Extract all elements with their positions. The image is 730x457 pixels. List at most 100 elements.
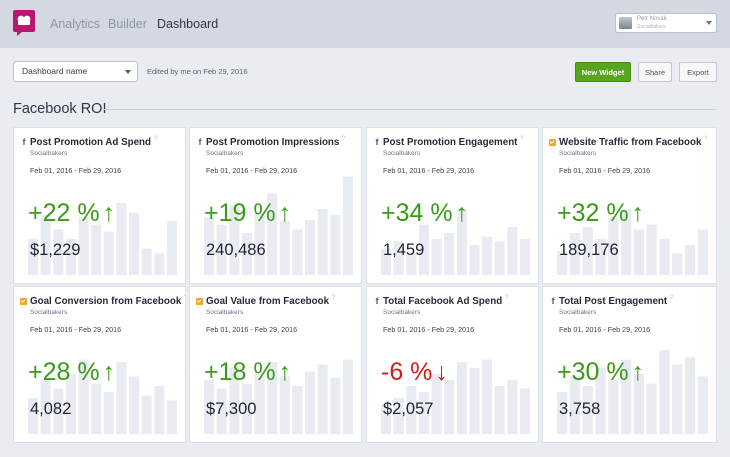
section-divider xyxy=(104,109,716,110)
background-bar xyxy=(91,383,102,434)
background-bar xyxy=(40,215,51,275)
avatar xyxy=(619,17,632,29)
background-bar xyxy=(469,368,480,434)
widget-source: Socialbakers xyxy=(559,309,597,316)
widget-change: +34 % ↑ xyxy=(381,199,468,228)
background-bar xyxy=(406,253,417,275)
background-bar-chart xyxy=(381,359,530,434)
dashboard-select[interactable]: Dashboard name xyxy=(13,61,138,82)
user-menu[interactable]: Petr Novák Socialbakers xyxy=(615,13,717,33)
background-bar xyxy=(608,217,619,275)
background-bar xyxy=(519,239,530,275)
background-bar xyxy=(254,212,265,275)
background-bar xyxy=(342,176,353,275)
info-icon[interactable]: ? xyxy=(520,136,524,142)
background-bar xyxy=(659,350,670,434)
background-bar xyxy=(204,217,215,275)
widget-title: Post Promotion Engagement xyxy=(383,137,518,148)
widget-card[interactable]: f Total Post Engagement? Socialbakers Feb 0… xyxy=(542,286,717,443)
background-bar xyxy=(279,221,290,275)
background-bar xyxy=(305,371,316,434)
background-bar xyxy=(697,376,708,434)
widget-date-range: Feb 01, 2016 - Feb 29, 2016 xyxy=(383,325,475,334)
background-bar xyxy=(241,383,252,434)
chevron-down-icon xyxy=(125,70,131,74)
facebook-icon: f xyxy=(22,137,26,147)
widget-card[interactable]: Website Traffic from Facebook? Socialbake… xyxy=(542,127,717,284)
widget-change: +30 % ↑ xyxy=(557,358,644,387)
arrow-up-icon: ↑ xyxy=(102,199,116,227)
new-widget-button[interactable]: New Widget xyxy=(575,62,631,82)
nav-analytics[interactable]: Analytics xyxy=(50,17,101,31)
widget-title: Website Traffic from Facebook xyxy=(559,137,702,148)
share-button[interactable]: Share xyxy=(638,62,672,82)
info-icon[interactable]: ? xyxy=(154,136,158,142)
export-button[interactable]: Export xyxy=(679,62,717,82)
background-bar xyxy=(494,241,505,275)
background-bar xyxy=(103,392,114,434)
background-bar xyxy=(684,357,696,434)
background-bar xyxy=(431,239,442,275)
dashboard-select-value: Dashboard name xyxy=(22,66,88,76)
background-bar xyxy=(103,231,114,275)
background-bar xyxy=(129,212,140,275)
background-bar xyxy=(91,224,102,275)
info-icon[interactable]: ? xyxy=(332,295,336,301)
widget-card[interactable]: Goal Conversion from Facebook? Socialbake… xyxy=(13,286,186,443)
widget-date-range: Feb 01, 2016 - Feb 29, 2016 xyxy=(30,325,122,334)
background-bar xyxy=(633,374,645,434)
info-icon[interactable]: ? xyxy=(670,295,674,301)
widget-date-range: Feb 01, 2016 - Feb 29, 2016 xyxy=(206,166,298,175)
widget-value: $2,057 xyxy=(383,400,434,418)
info-icon[interactable]: ? xyxy=(704,136,708,142)
widget-card[interactable]: f Post Promotion Impressions? Socialbakers… xyxy=(189,127,362,284)
background-bar xyxy=(381,404,392,434)
background-bar xyxy=(406,386,417,434)
info-icon[interactable]: ? xyxy=(342,136,346,142)
chevron-down-icon xyxy=(706,21,712,25)
widget-change: +22 % ↑ xyxy=(28,199,115,228)
background-bar xyxy=(393,398,404,434)
widget-value: 240,486 xyxy=(206,241,266,259)
widget-date-range: Feb 01, 2016 - Feb 29, 2016 xyxy=(30,166,122,175)
background-bar xyxy=(129,376,140,434)
background-bar xyxy=(141,395,152,434)
background-bar xyxy=(469,245,480,275)
widget-card[interactable]: f Total Facebook Ad Spend? Socialbakers Feb… xyxy=(366,286,539,443)
background-bar xyxy=(166,400,177,434)
background-bar xyxy=(65,239,76,275)
widget-date-range: Feb 01, 2016 - Feb 29, 2016 xyxy=(383,166,475,175)
background-bar xyxy=(154,386,165,434)
background-bar xyxy=(65,374,76,434)
arrow-up-icon: ↑ xyxy=(278,199,292,227)
info-icon[interactable]: ? xyxy=(505,295,509,301)
background-bar xyxy=(229,205,240,275)
background-bar xyxy=(40,380,51,434)
background-bar xyxy=(393,241,404,275)
info-icon[interactable]: ? xyxy=(184,295,185,301)
background-bar xyxy=(317,364,328,434)
widget-title: Post Promotion Impressions xyxy=(206,137,340,148)
nav-dashboard[interactable]: Dashboard xyxy=(157,17,219,31)
background-bar xyxy=(456,362,467,434)
facebook-icon: f xyxy=(551,296,555,306)
widget-value: 1,459 xyxy=(383,241,425,259)
background-bar-chart xyxy=(381,209,530,275)
change-percent: -6 % xyxy=(381,358,433,386)
change-percent: +28 % xyxy=(28,358,100,386)
background-bar xyxy=(646,383,657,434)
nav-builder[interactable]: Builder xyxy=(108,17,147,31)
background-bar xyxy=(595,368,606,434)
widget-date-range: Feb 01, 2016 - Feb 29, 2016 xyxy=(206,325,298,334)
arrow-up-icon: ↑ xyxy=(631,199,645,227)
widget-card[interactable]: f Post Promotion Ad Spend? Socialbakers Feb… xyxy=(13,127,186,284)
edited-info: Edited by me on Feb 29, 2016 xyxy=(147,67,248,76)
widget-card[interactable]: f Post Promotion Engagement? Socialbakers F… xyxy=(366,127,539,284)
background-bar xyxy=(267,193,278,275)
background-bar xyxy=(444,233,455,275)
background-bar xyxy=(557,392,568,434)
widget-card[interactable]: Goal Value from Facebook? Socialbakers Feb… xyxy=(189,286,362,443)
app-logo[interactable] xyxy=(13,10,35,36)
widget-source: Socialbakers xyxy=(30,309,68,316)
background-bar xyxy=(267,362,278,434)
